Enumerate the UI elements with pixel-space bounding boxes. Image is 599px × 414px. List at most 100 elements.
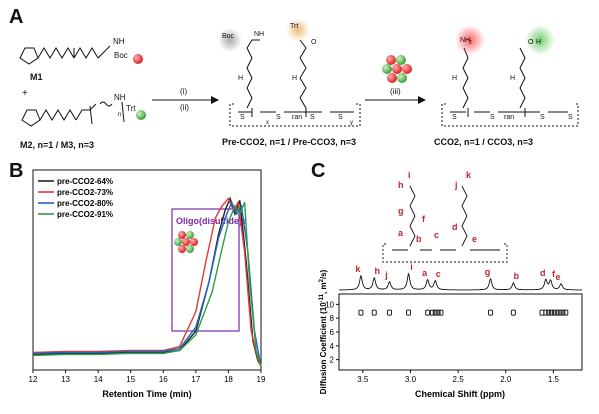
nmr-peak-label-j: j — [384, 270, 388, 280]
step-ii-text: (ii) — [180, 103, 189, 112]
pre-cco-structure — [229, 39, 361, 127]
nmr-peak-label-b: b — [514, 271, 520, 281]
dosy-point — [560, 309, 566, 316]
cco-label: CCO2, n=1 / CCO3, n=3 — [434, 137, 533, 147]
gpc-x-tick-label: 15 — [126, 375, 135, 384]
nmr-peak-label-k: k — [355, 264, 361, 274]
nmr-x-axis-label: Chemical Shift (ppm) — [415, 389, 505, 399]
structure-atom-labels: hi jk g f a b c d e — [398, 170, 477, 244]
cco-structure — [441, 47, 579, 127]
gpc-x-axis: 12 13 14 15 16 17 18 19 — [29, 370, 266, 384]
cco-s-3: S — [540, 114, 545, 121]
cco-nh-text: NH — [460, 37, 470, 44]
dosy-point — [358, 309, 364, 316]
pre-h-text-2: H — [292, 75, 297, 82]
cco-s-1: S — [452, 114, 457, 121]
dosy-data-points — [358, 309, 569, 316]
gpc-legend: pre-CCO2-64% pre-CCO2-73% pre-CCO2-80% pre-… — [38, 177, 113, 219]
gpc-x-tick-label: 16 — [159, 375, 168, 384]
nmr-x-tick-label: 3.0 — [405, 375, 417, 384]
cco-s-4: S — [568, 114, 573, 121]
dosy-point — [425, 309, 431, 316]
m2-sub-n: n — [118, 112, 121, 118]
nmr-1d-spectrum — [339, 272, 582, 291]
dosy-point — [543, 309, 549, 316]
dosy-point — [557, 309, 563, 316]
nmr-peak-label-i: i — [410, 262, 413, 272]
m1-nh-text: NH — [113, 37, 125, 46]
m1-label: M1 — [30, 72, 43, 82]
gpc-series-line-1 — [32, 196, 262, 367]
gpc-x-tick-label: 18 — [224, 375, 233, 384]
cco-h-text-1: H — [452, 75, 457, 82]
dosy-point — [488, 309, 494, 316]
gpc-series-lines — [32, 196, 262, 367]
panel-letter-a: A — [9, 6, 24, 28]
m1-marker-icon — [133, 54, 143, 64]
gpc-legend-label: pre-CCO2-73% — [57, 188, 113, 197]
nmr-peak-label-g: g — [485, 267, 491, 277]
pre-sub-y: y — [350, 120, 353, 126]
gpc-series-line-4 — [32, 202, 262, 367]
pre-cco-label: Pre-CCO2, n=1 / Pre-CCO3, n=3 — [222, 137, 356, 147]
pre-s-4: S — [338, 114, 343, 121]
oligo-annotation: Oligo(disulfide)s — [176, 216, 247, 226]
dosy-point — [406, 309, 412, 316]
dosy-point — [554, 309, 560, 316]
gpc-x-tick-label: 12 — [29, 375, 38, 384]
cco-structure-labeled — [382, 185, 508, 263]
hydroxyl-glow — [525, 25, 555, 55]
structure-label-i: i — [408, 170, 411, 180]
nmr-peak-label-f: f — [552, 269, 556, 279]
boc-glow — [218, 28, 242, 52]
gpc-series-line-3 — [32, 200, 262, 367]
gpc-chart: Oligo(disulfide)s 12 13 14 15 16 17 18 19 pre-C… — [29, 169, 266, 399]
structure-label-h: h — [398, 180, 404, 190]
cco-oh-o: O — [528, 39, 534, 46]
nmr-y-tick-label: 2 — [330, 356, 335, 365]
structure-label-f: f — [422, 214, 426, 224]
nmr-x-tick-label: 2.5 — [453, 375, 465, 384]
trt-glow — [286, 18, 310, 42]
nmr-x-tick-label: 1.5 — [548, 375, 560, 384]
nmr-x-axis: 3.5 3.0 2.5 2.0 1.5 — [357, 370, 560, 384]
dosy-point — [429, 309, 435, 316]
nmr-peak-label-e: e — [556, 272, 561, 282]
m2-trt-text: Trt — [126, 104, 136, 113]
dosy-point — [551, 309, 557, 316]
nmr-y-tick-label: 10 — [325, 300, 334, 309]
gpc-x-axis-label: Retention Time (min) — [102, 389, 191, 399]
m2-label: M2, n=1 / M3, n=3 — [20, 140, 94, 150]
oligo-highlight-box — [171, 208, 240, 332]
gpc-legend-label: pre-CCO2-91% — [57, 210, 113, 219]
dosy-plot-frame — [338, 293, 583, 371]
gpc-x-tick-label: 17 — [191, 375, 200, 384]
gpc-plot-frame — [32, 169, 262, 371]
gpc-x-tick-label: 13 — [61, 375, 70, 384]
dosy-point — [371, 309, 377, 316]
structure-label-b: b — [416, 234, 422, 244]
structure-label-g: g — [398, 206, 404, 216]
dosy-point — [563, 309, 569, 316]
structure-label-e: e — [472, 234, 477, 244]
pre-s-3: S — [310, 114, 315, 121]
panel-letter-c: C — [311, 160, 326, 182]
monomer-m2 — [21, 101, 125, 127]
nmr-x-tick-label: 2.0 — [500, 375, 512, 384]
nmr-y-axis: 10 8 6 4 2 — [325, 300, 339, 365]
pre-nh-text: NH — [254, 31, 264, 38]
gpc-x-tick-label: 14 — [94, 375, 103, 384]
nmr-peak-label-h: h — [375, 266, 381, 276]
structure-label-d: d — [452, 222, 458, 232]
pre-o-text: O — [311, 39, 317, 46]
dosy-point — [432, 309, 438, 316]
pre-sub-x: x — [266, 120, 269, 126]
structure-label-c: c — [434, 230, 439, 240]
nmr-peak-label-d: d — [540, 268, 546, 278]
gpc-legend-label: pre-CCO2-80% — [57, 199, 113, 208]
monomer-m1 — [19, 45, 111, 65]
m1-boc-text: Boc — [114, 51, 128, 60]
plus-sign: + — [22, 88, 28, 99]
reaction-scheme — [19, 39, 579, 127]
pre-ran-text: ran — [292, 114, 302, 121]
